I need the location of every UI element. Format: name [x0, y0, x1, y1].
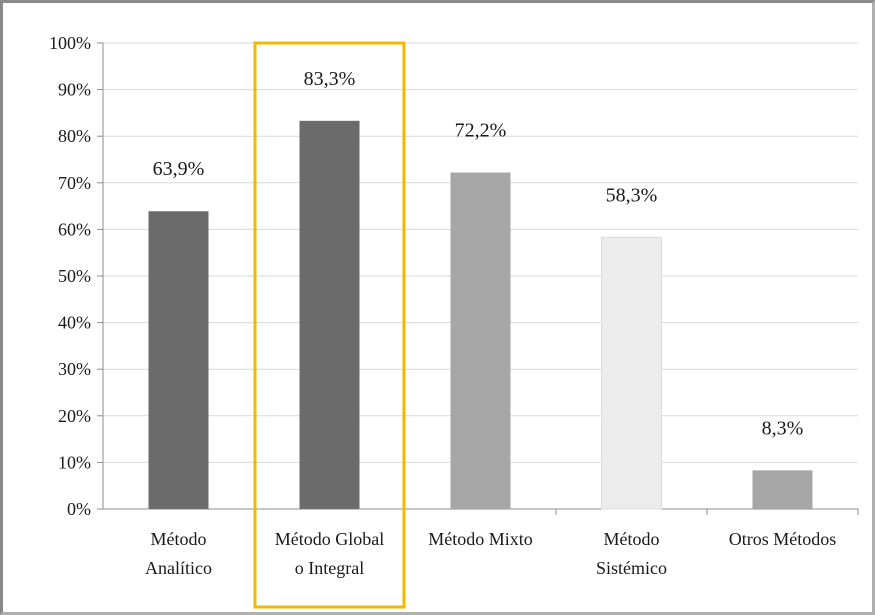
category-label: Otros Métodos: [729, 529, 837, 549]
y-tick-label: 20%: [58, 406, 91, 426]
y-tick-label: 10%: [58, 452, 91, 472]
category-label: Sistémico: [596, 558, 667, 578]
data-label: 63,9%: [153, 158, 205, 180]
category-label: Método Global: [275, 529, 385, 549]
category-label: Método: [151, 529, 207, 549]
data-label: 83,3%: [304, 68, 356, 90]
y-tick-label: 60%: [58, 219, 91, 239]
category-label: Analítico: [145, 558, 212, 578]
category-label: Método: [604, 529, 660, 549]
bar: [601, 236, 662, 510]
category-label: o Integral: [295, 558, 364, 578]
bar: [450, 172, 511, 509]
y-tick-label: 50%: [58, 266, 91, 286]
bar: [752, 470, 813, 509]
y-tick-label: 90%: [58, 80, 91, 100]
data-label: 58,3%: [606, 184, 658, 206]
data-label: 8,3%: [762, 417, 804, 439]
bar: [148, 211, 209, 509]
category-label: Método Mixto: [428, 529, 533, 549]
highlight-box: [253, 41, 406, 609]
y-tick-label: 40%: [58, 313, 91, 333]
y-tick-label: 100%: [49, 33, 91, 53]
bar: [299, 120, 360, 510]
y-tick-label: 30%: [58, 359, 91, 379]
data-label: 72,2%: [455, 120, 507, 142]
y-tick-label: 70%: [58, 173, 91, 193]
y-tick-label: 0%: [67, 499, 91, 519]
y-tick-label: 80%: [58, 126, 91, 146]
